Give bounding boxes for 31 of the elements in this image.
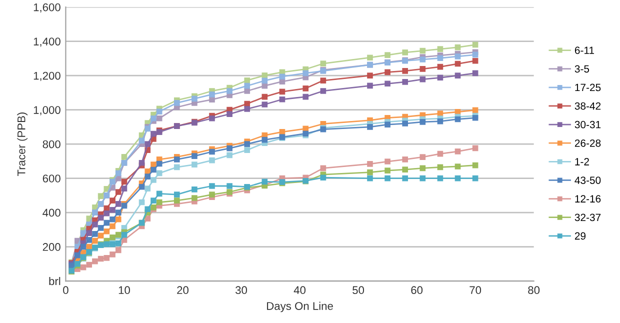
y-tick-label: 1,000: [34, 106, 60, 116]
x-tick-label: 40: [294, 286, 306, 294]
x-tick-label: 0: [63, 286, 68, 294]
y-tick-label: 1,400: [34, 38, 60, 47]
legend-label: 29: [574, 232, 586, 240]
legend-label: 30-31: [574, 120, 601, 128]
y-tick-label: brl: [49, 276, 60, 286]
legend-label: 1-2: [575, 158, 589, 166]
legend-label: 3-5: [574, 65, 590, 73]
y-tick-label: 200: [42, 243, 60, 251]
y-tick-label: 600: [42, 174, 60, 182]
x-tick-label: 60: [411, 286, 423, 294]
legend-label: 38-42: [574, 102, 601, 110]
y-axis-title: Tracer (PPB): [17, 112, 28, 176]
x-tick-label: 70: [470, 286, 482, 294]
legend-label: 17-25: [575, 84, 601, 92]
legend-label: 6-11: [574, 46, 594, 54]
x-tick-label: 50: [352, 286, 364, 294]
legend-label: 32-37: [574, 214, 601, 222]
legend-label: 12-16: [575, 195, 601, 203]
y-tick-label: 1,200: [34, 72, 60, 82]
x-tick-label: 30: [236, 286, 248, 294]
y-tick-label: 1,600: [34, 3, 60, 13]
legend-label: 26-28: [574, 139, 601, 147]
y-tick-label: 400: [42, 208, 60, 217]
legend-label: 43-50: [574, 176, 601, 184]
x-tick-label: 80: [528, 286, 540, 294]
y-tick-label: 800: [42, 140, 60, 148]
x-axis-title: Days On Line: [267, 302, 333, 312]
x-tick-label: 20: [177, 286, 188, 294]
x-tick-label: 10: [118, 286, 130, 294]
